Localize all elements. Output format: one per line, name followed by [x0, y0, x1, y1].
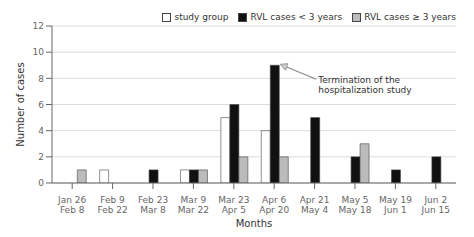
svg-text:Feb 23Mar 8: Feb 23Mar 8 [138, 195, 168, 215]
svg-text:May 19Jun 1: May 19Jun 1 [379, 195, 412, 215]
svg-text:May 5May 18: May 5May 18 [339, 195, 372, 215]
svg-text:Jan 26Feb 8: Jan 26Feb 8 [57, 195, 86, 215]
svg-text:4: 4 [38, 126, 44, 136]
svg-text:8: 8 [38, 74, 44, 84]
html-text:RVL cases ≥ 3 years: RVL cases ≥ 3 years [364, 12, 456, 22]
svg-text:6: 6 [38, 100, 44, 110]
svg-text:Mar 9Mar 22: Mar 9Mar 22 [178, 195, 209, 215]
svg-text:Termination of thehospitalizat: Termination of thehospitalization study [317, 75, 412, 95]
svg-text:2: 2 [38, 152, 44, 162]
svg-text:Apr 6Apr 20: Apr 6Apr 20 [259, 195, 289, 215]
svg-text:Jun 2Jun 15: Jun 2Jun 15 [421, 195, 450, 215]
svg-text:Feb 9Feb 22: Feb 9Feb 22 [97, 195, 127, 215]
html-text:study group: study group [174, 12, 229, 22]
svg-text:Months: Months [236, 218, 273, 229]
svg-text:Apr 21May 4: Apr 21May 4 [300, 195, 330, 215]
svg-text:0: 0 [38, 178, 44, 188]
svg-text:10: 10 [33, 47, 45, 57]
svg-text:Number of cases: Number of cases [15, 62, 26, 146]
html-text:RVL cases < 3 years: RVL cases < 3 years [250, 12, 343, 22]
svg-text:12: 12 [33, 21, 44, 31]
svg-text:Mar 23Apr 5: Mar 23Apr 5 [218, 195, 249, 215]
